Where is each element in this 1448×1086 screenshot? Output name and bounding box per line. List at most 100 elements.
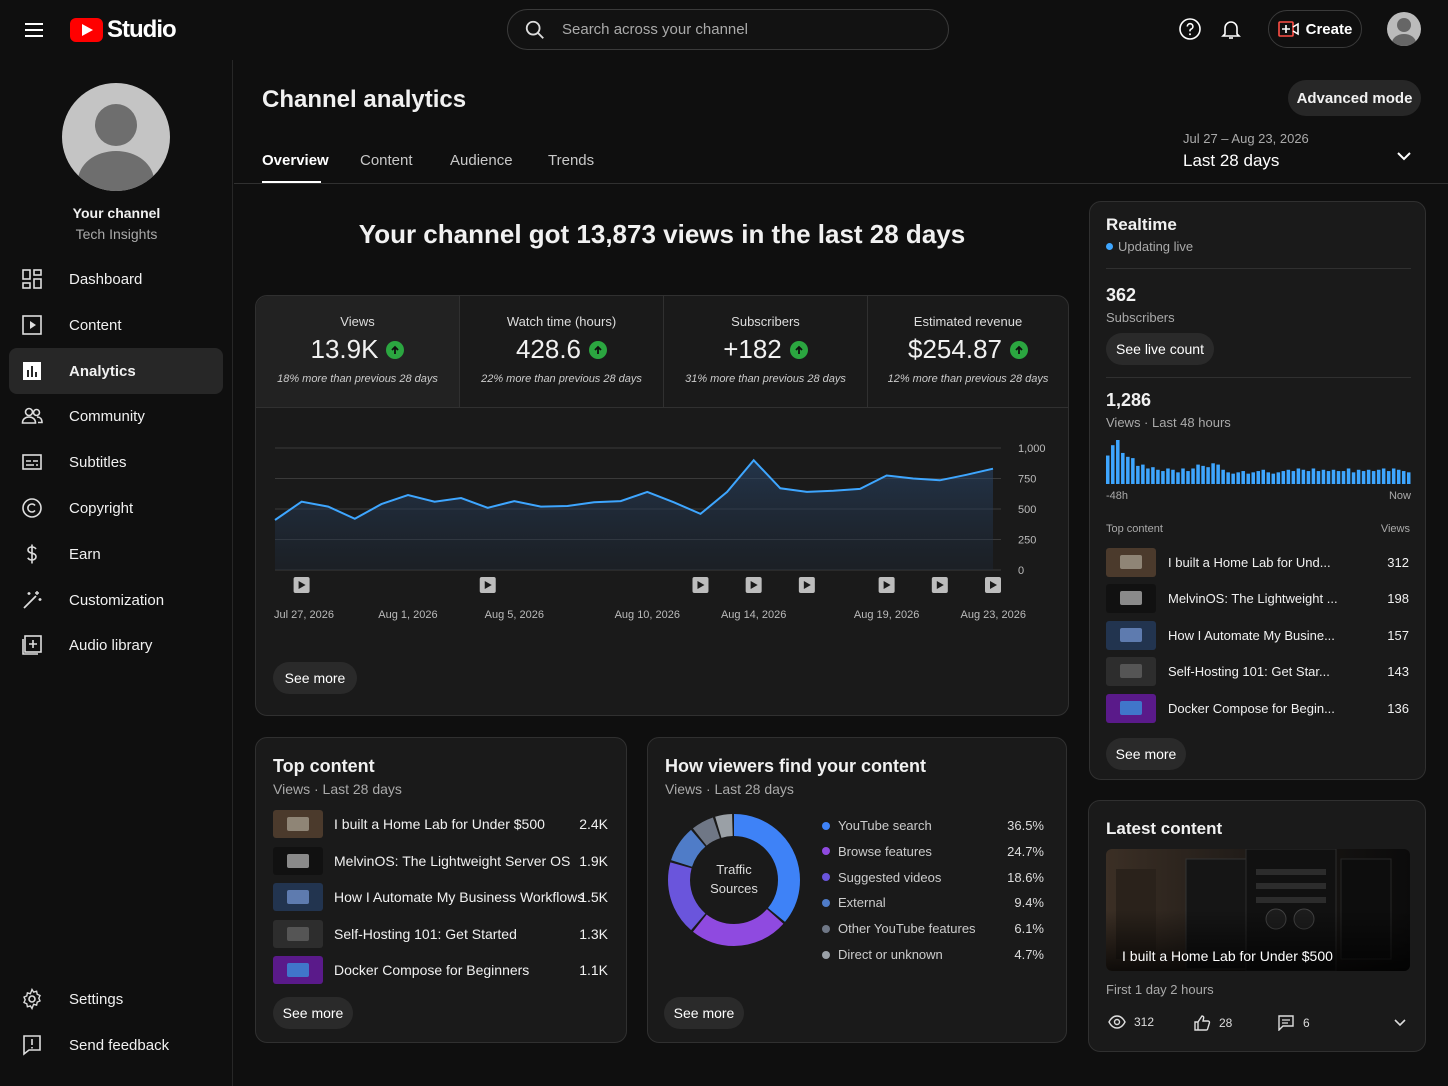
see-live-count-button[interactable]: See live count: [1106, 333, 1214, 365]
studio-logo[interactable]: Studio: [70, 16, 177, 44]
realtime-row-title[interactable]: I built a Home Lab for Und...: [1168, 555, 1331, 570]
sidebar-item-community[interactable]: Community: [9, 393, 223, 439]
metric-revenue[interactable]: Estimated revenue $254.87 12% more than …: [868, 296, 1068, 407]
video-published-marker-icon[interactable]: [745, 577, 762, 593]
video-thumbnail[interactable]: [273, 846, 323, 875]
traffic-legend-item[interactable]: Suggested videos: [822, 870, 941, 885]
tab-trends[interactable]: Trends: [548, 152, 595, 169]
traffic-see-more-button[interactable]: See more: [664, 997, 744, 1029]
tab-content[interactable]: Content: [360, 152, 413, 169]
dashboard-icon: [22, 269, 42, 289]
top-content-row-title[interactable]: Self-Hosting 101: Get Started: [334, 925, 517, 942]
video-thumbnail[interactable]: [273, 883, 323, 912]
donut-slice[interactable]: [668, 814, 800, 946]
views-line-chart[interactable]: 0 250 500 750 1,000 Jul 27, 2026 Aug 1, 2026 Au…: [255, 430, 1067, 630]
donut-slice[interactable]: [668, 814, 800, 946]
realtime-status: Updating live: [1106, 239, 1193, 254]
account-avatar[interactable]: [1387, 12, 1421, 46]
sidebar-item-settings[interactable]: Settings: [9, 976, 223, 1022]
top-content-row-title[interactable]: I built a Home Lab for Under $500: [334, 816, 545, 832]
search-input[interactable]: [562, 21, 922, 38]
notifications-bell-icon[interactable]: [1219, 17, 1243, 41]
metric-subscribers[interactable]: Subscribers +182 31% more than previous …: [664, 296, 868, 407]
traffic-legend-item[interactable]: Browse features: [822, 844, 932, 859]
video-thumbnail[interactable]: [273, 919, 323, 948]
create-button[interactable]: Create: [1268, 10, 1362, 48]
traffic-legend-item[interactable]: Direct or unknown: [822, 947, 943, 962]
youtube-play-icon: [70, 18, 103, 42]
video-thumbnail[interactable]: [1106, 693, 1156, 723]
sidebar-item-copyright[interactable]: Copyright: [9, 485, 223, 531]
traffic-title: How viewers find your content: [665, 756, 927, 776]
search-bar[interactable]: [507, 9, 949, 50]
video-published-marker-icon[interactable]: [798, 577, 815, 593]
top-content-see-more-button[interactable]: See more: [273, 997, 353, 1029]
video-published-marker-icon[interactable]: [479, 577, 496, 593]
latest-views-stat: 312: [1108, 1015, 1154, 1029]
x-tick-label: Aug 1, 2026: [378, 609, 437, 621]
metric-views[interactable]: Views 13.9K 18% more than previous 28 da…: [256, 296, 460, 407]
sidebar-item-send-feedback[interactable]: Send feedback: [9, 1022, 223, 1068]
video-thumbnail[interactable]: [1106, 657, 1156, 687]
tab-audience[interactable]: Audience: [450, 152, 513, 169]
realtime-bar: [1151, 467, 1155, 484]
metric-watch-time[interactable]: Watch time (hours) 428.6 22% more than p…: [460, 296, 664, 407]
video-thumbnail[interactable]: [273, 810, 323, 838]
server-rack-thumbnail: [1106, 849, 1410, 971]
traffic-source-name: Other YouTube features: [838, 921, 976, 937]
sidebar-item-audio-library[interactable]: Audio library: [9, 622, 223, 668]
realtime-row-title[interactable]: How I Automate My Busine...: [1168, 627, 1335, 643]
latest-video-thumbnail[interactable]: I built a Home Lab for Under $500: [1106, 849, 1410, 971]
chevron-down-icon[interactable]: [1394, 146, 1414, 166]
video-published-marker-icon[interactable]: [692, 577, 709, 593]
traffic-legend-item[interactable]: Other YouTube features: [822, 921, 976, 936]
views-series-line: [274, 458, 994, 521]
menu-icon[interactable]: [22, 18, 46, 42]
realtime-bar: [1336, 471, 1341, 484]
sidebar-item-earn[interactable]: Earn: [9, 531, 223, 577]
top-content-row-title[interactable]: MelvinOS: The Lightweight Server OS: [334, 852, 571, 869]
traffic-donut-chart[interactable]: [664, 810, 804, 950]
video-published-marker-icon[interactable]: [985, 577, 1001, 593]
trend-up-icon: [589, 340, 608, 359]
realtime-row-views: 198: [1387, 591, 1409, 607]
date-period[interactable]: Last 28 days: [1183, 151, 1280, 170]
traffic-legend-item[interactable]: YouTube search: [822, 818, 932, 833]
sidebar-item-label: Analytics: [69, 362, 136, 380]
top-content-row-title[interactable]: How I Automate My Business Workflows: [334, 889, 585, 906]
eye-icon: [1108, 1015, 1126, 1029]
sidebar-item-customization[interactable]: Customization: [9, 577, 223, 623]
video-published-marker-icon[interactable]: [293, 577, 310, 593]
advanced-mode-button[interactable]: Advanced mode: [1288, 80, 1421, 116]
traffic-source-value: 36.5%: [1007, 818, 1044, 833]
donut-slice[interactable]: [668, 814, 800, 946]
realtime-bar: [1306, 471, 1311, 484]
tab-overview[interactable]: Overview: [262, 152, 329, 169]
date-range[interactable]: Jul 27 – Aug 23, 2026: [1183, 131, 1309, 146]
video-thumbnail[interactable]: [1106, 584, 1156, 614]
chevron-down-icon[interactable]: [1391, 1016, 1409, 1030]
chart-see-more-button[interactable]: See more: [273, 662, 357, 694]
top-content-row-title[interactable]: Docker Compose for Beginners: [334, 962, 530, 979]
realtime-row-title[interactable]: Docker Compose for Begin...: [1168, 700, 1335, 716]
traffic-source-name: External: [838, 895, 886, 911]
realtime-row-title[interactable]: MelvinOS: The Lightweight ...: [1168, 591, 1338, 607]
sidebar-item-dashboard[interactable]: Dashboard: [9, 256, 223, 302]
video-thumbnail[interactable]: [1106, 548, 1156, 577]
realtime-bar: [1246, 473, 1250, 484]
video-published-marker-icon[interactable]: [931, 577, 948, 593]
realtime-see-more-button[interactable]: See more: [1106, 738, 1186, 770]
realtime-row-title[interactable]: Self-Hosting 101: Get Star...: [1168, 664, 1330, 680]
y-tick-label: 250: [1018, 535, 1036, 547]
help-icon[interactable]: [1178, 17, 1202, 41]
sidebar-item-content[interactable]: Content: [9, 302, 223, 348]
realtime-bar-chart[interactable]: [1106, 440, 1412, 486]
video-published-marker-icon[interactable]: [878, 577, 895, 593]
video-thumbnail[interactable]: [273, 956, 323, 985]
traffic-legend-item[interactable]: External: [822, 895, 886, 910]
realtime-bar: [1131, 458, 1135, 484]
channel-avatar[interactable]: [62, 83, 170, 191]
video-thumbnail[interactable]: [1106, 620, 1156, 650]
sidebar-item-subtitles[interactable]: Subtitles: [9, 439, 223, 485]
sidebar-item-analytics[interactable]: Analytics: [9, 348, 223, 394]
